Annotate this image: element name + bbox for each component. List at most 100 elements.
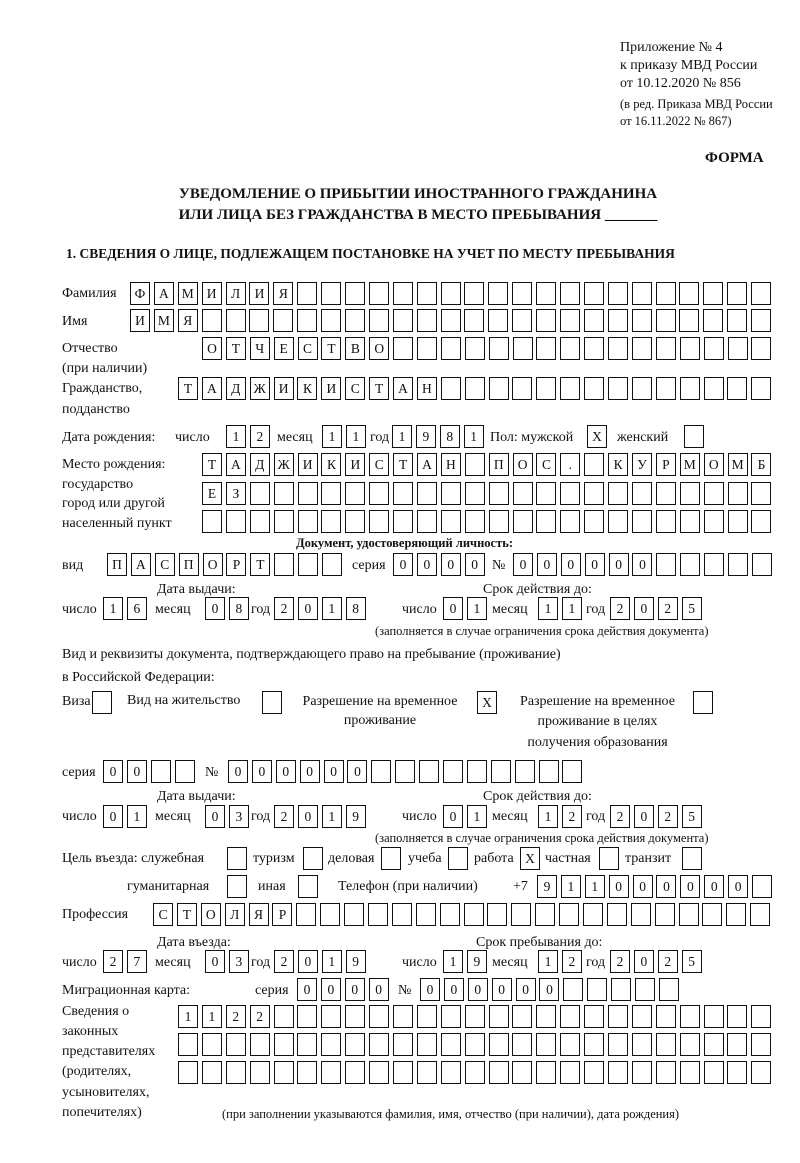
char-cell[interactable]: 9 <box>537 875 557 898</box>
char-cell[interactable]: 1 <box>201 1005 222 1028</box>
char-cell[interactable]: 0 <box>297 805 318 828</box>
char-cell[interactable]: 0 <box>297 597 318 620</box>
char-cell[interactable]: З <box>225 482 246 505</box>
char-cell[interactable]: А <box>201 377 222 400</box>
char-cell[interactable]: С <box>154 553 175 576</box>
char-cell[interactable] <box>249 309 270 332</box>
char-cell[interactable]: С <box>536 453 557 476</box>
char-cell[interactable]: 0 <box>704 875 725 898</box>
char-cell[interactable] <box>727 1005 748 1028</box>
char-cell[interactable] <box>416 1061 437 1084</box>
char-cell[interactable]: 2 <box>657 597 678 620</box>
char-cell[interactable] <box>369 1005 390 1028</box>
char-cell[interactable]: 2 <box>274 805 294 828</box>
char-cell[interactable]: Л <box>224 903 245 926</box>
char-cell[interactable] <box>464 453 485 476</box>
char-cell[interactable] <box>611 978 632 1001</box>
char-cell[interactable] <box>488 337 509 360</box>
char-cell[interactable]: 0 <box>275 760 296 783</box>
char-cell[interactable] <box>563 978 584 1001</box>
char-cell[interactable]: О <box>202 337 222 360</box>
char-cell[interactable]: X <box>587 425 607 448</box>
char-cell[interactable] <box>393 482 414 505</box>
char-cell[interactable] <box>583 282 604 305</box>
char-cell[interactable] <box>562 760 583 783</box>
char-cell[interactable]: 0 <box>560 553 581 576</box>
char-cell[interactable]: 1 <box>321 805 342 828</box>
char-cell[interactable] <box>727 1061 748 1084</box>
char-cell[interactable] <box>655 510 676 533</box>
char-cell[interactable] <box>321 482 342 505</box>
char-cell[interactable]: Я <box>273 282 294 305</box>
char-cell[interactable]: 0 <box>632 553 653 576</box>
char-cell[interactable] <box>631 309 652 332</box>
char-cell[interactable] <box>415 903 436 926</box>
char-cell[interactable] <box>464 1061 485 1084</box>
char-cell[interactable] <box>393 1005 414 1028</box>
purpose-tourism-checkbox[interactable] <box>303 847 323 870</box>
char-cell[interactable] <box>178 1033 198 1056</box>
char-cell[interactable]: 0 <box>608 875 629 898</box>
char-cell[interactable] <box>631 1005 652 1028</box>
purpose-business-checkbox[interactable] <box>381 847 401 870</box>
char-cell[interactable] <box>488 309 509 332</box>
sex-male-checkbox[interactable]: X <box>587 425 607 448</box>
char-cell[interactable] <box>654 903 675 926</box>
char-cell[interactable] <box>728 553 749 576</box>
char-cell[interactable] <box>679 282 700 305</box>
residence-checkbox[interactable] <box>262 691 282 714</box>
char-cell[interactable] <box>751 282 772 305</box>
char-cell[interactable]: О <box>703 453 724 476</box>
char-cell[interactable] <box>488 482 509 505</box>
char-cell[interactable]: Я <box>248 903 269 926</box>
char-cell[interactable]: А <box>225 453 246 476</box>
char-cell[interactable] <box>560 309 581 332</box>
char-cell[interactable]: 5 <box>681 597 702 620</box>
char-cell[interactable] <box>416 282 437 305</box>
char-cell[interactable]: 2 <box>610 950 630 973</box>
char-cell[interactable] <box>608 510 629 533</box>
char-cell[interactable]: 0 <box>420 978 440 1001</box>
char-cell[interactable] <box>587 978 608 1001</box>
char-cell[interactable] <box>201 1061 222 1084</box>
char-cell[interactable]: 0 <box>440 553 461 576</box>
reps-field-row3[interactable] <box>178 1061 772 1084</box>
char-cell[interactable]: 0 <box>633 805 654 828</box>
char-cell[interactable]: Р <box>272 903 293 926</box>
char-cell[interactable]: А <box>393 377 414 400</box>
char-cell[interactable]: В <box>345 337 366 360</box>
char-cell[interactable]: 0 <box>297 978 317 1001</box>
sex-female-checkbox[interactable] <box>684 425 704 448</box>
char-cell[interactable] <box>751 510 772 533</box>
char-cell[interactable] <box>466 760 487 783</box>
char-cell[interactable] <box>297 282 318 305</box>
trp-checkbox[interactable]: X <box>477 691 497 714</box>
char-cell[interactable]: 1 <box>443 950 463 973</box>
char-cell[interactable] <box>693 691 713 714</box>
char-cell[interactable] <box>225 510 246 533</box>
char-cell[interactable] <box>512 1033 533 1056</box>
char-cell[interactable] <box>584 1061 605 1084</box>
char-cell[interactable]: 0 <box>608 553 629 576</box>
char-cell[interactable] <box>536 1005 557 1028</box>
char-cell[interactable] <box>584 453 605 476</box>
char-cell[interactable] <box>391 903 412 926</box>
char-cell[interactable]: 0 <box>539 978 560 1001</box>
char-cell[interactable] <box>273 1005 294 1028</box>
char-cell[interactable]: 3 <box>228 950 249 973</box>
char-cell[interactable] <box>560 1061 581 1084</box>
char-cell[interactable]: М <box>153 309 174 332</box>
char-cell[interactable] <box>702 903 723 926</box>
char-cell[interactable]: 2 <box>610 597 630 620</box>
char-cell[interactable]: Д <box>249 453 270 476</box>
char-cell[interactable]: П <box>178 553 199 576</box>
char-cell[interactable]: 1 <box>322 425 342 448</box>
char-cell[interactable] <box>488 1061 509 1084</box>
